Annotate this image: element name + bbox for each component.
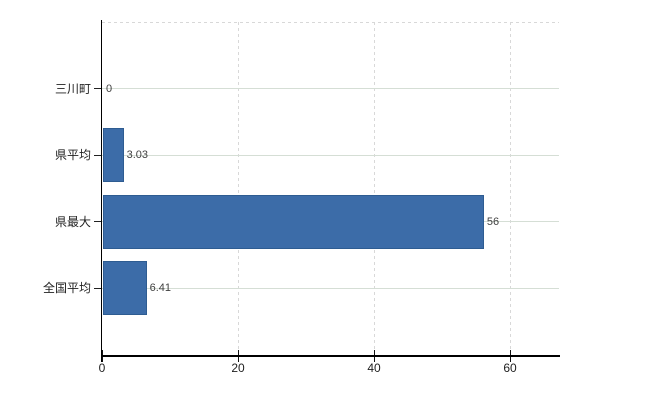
category-label: 県平均	[54, 148, 91, 163]
category-tick	[94, 287, 101, 289]
x-tick-label: 60	[503, 361, 517, 375]
y-axis-line	[100, 20, 102, 362]
h-gridline	[102, 88, 559, 90]
category-tick	[94, 221, 101, 223]
bar-value-label: 56	[486, 215, 500, 228]
bar	[103, 261, 147, 316]
bar-value-label: 3.03	[126, 149, 149, 162]
category-label: 全国平均	[42, 281, 91, 296]
plot-top-border	[102, 22, 559, 23]
x-tick-label: 20	[231, 361, 245, 375]
h-gridline	[102, 154, 559, 156]
bar-value-label: 6.41	[149, 282, 171, 295]
category-tick	[94, 154, 101, 156]
category-label: 県最大	[54, 214, 91, 229]
category-label: 三川町	[54, 81, 91, 96]
x-axis-line	[100, 355, 560, 357]
x-tick-label: 0	[98, 361, 106, 375]
v-gridline	[237, 22, 239, 355]
v-gridline	[373, 22, 375, 355]
bar	[103, 128, 124, 183]
category-tick	[94, 88, 101, 90]
bar-value-label: 0	[106, 82, 113, 95]
h-gridline	[102, 287, 559, 289]
bar	[103, 194, 484, 249]
v-gridline	[509, 22, 511, 355]
x-tick-label: 40	[367, 361, 381, 375]
